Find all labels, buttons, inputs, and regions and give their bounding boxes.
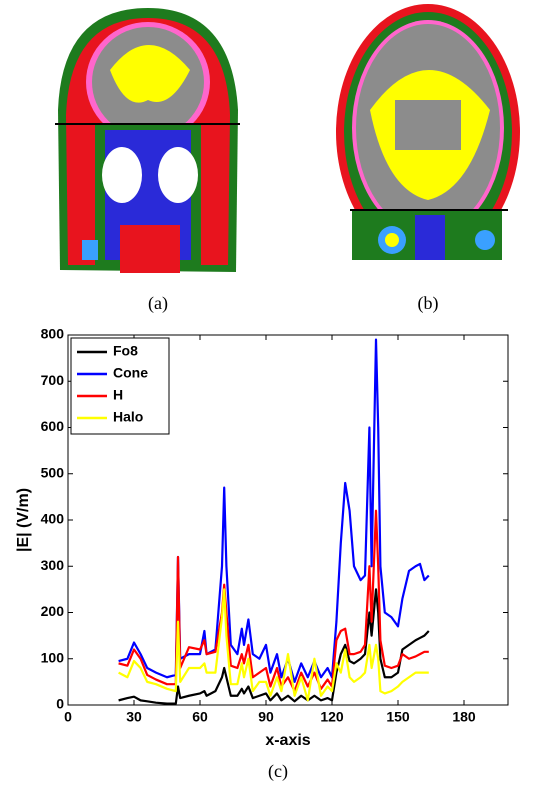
x-tick-label: 150 — [386, 709, 410, 725]
y-tick-label: 700 — [41, 372, 65, 388]
legend-label: Cone — [113, 365, 148, 381]
y-tick-label: 0 — [56, 696, 64, 712]
y-axis-label: |E| (V/m) — [15, 488, 32, 552]
y-tick-label: 300 — [41, 557, 65, 573]
y-tick-label: 100 — [41, 649, 65, 665]
caption: (c) — [268, 761, 288, 782]
x-axis-label: x-axis — [265, 732, 310, 749]
legend-label: H — [113, 387, 123, 403]
caption: (a) — [148, 293, 168, 314]
brain-image-b — [336, 4, 520, 260]
legend-label: Halo — [113, 409, 143, 425]
x-tick-label: 30 — [126, 709, 142, 725]
x-tick-label: 180 — [452, 709, 476, 725]
data-line — [118, 588, 429, 702]
x-tick-label: 120 — [320, 709, 344, 725]
y-tick-label: 800 — [41, 326, 65, 342]
axes-box — [67, 334, 509, 706]
legend-label: Fo8 — [113, 343, 138, 359]
brain-image-a — [55, 8, 240, 273]
y-tick-label: 400 — [41, 511, 65, 527]
x-tick-label: 90 — [258, 709, 274, 725]
x-tick-label: 0 — [64, 709, 72, 725]
y-tick-label: 600 — [41, 418, 65, 434]
plot-area: 0 30 60 90 120 150 180 0 100 200 300 400 500 600 700 80… — [41, 326, 509, 725]
y-tick-label: 500 — [41, 464, 65, 480]
data-line — [118, 509, 429, 693]
y-tick-label: 200 — [41, 603, 65, 619]
x-tick-label: 60 — [192, 709, 208, 725]
caption: (b) — [418, 293, 439, 314]
